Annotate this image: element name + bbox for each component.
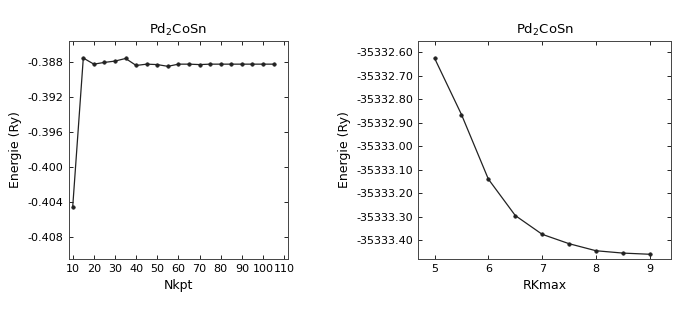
X-axis label: Nkpt: Nkpt: [164, 279, 193, 292]
Title: Pd$_2$CoSn: Pd$_2$CoSn: [516, 22, 574, 38]
X-axis label: RKmax: RKmax: [523, 279, 567, 292]
Y-axis label: Energie (Ry): Energie (Ry): [338, 111, 351, 188]
Title: Pd$_2$CoSn: Pd$_2$CoSn: [149, 22, 208, 38]
Y-axis label: Energie (Ry): Energie (Ry): [9, 111, 22, 188]
